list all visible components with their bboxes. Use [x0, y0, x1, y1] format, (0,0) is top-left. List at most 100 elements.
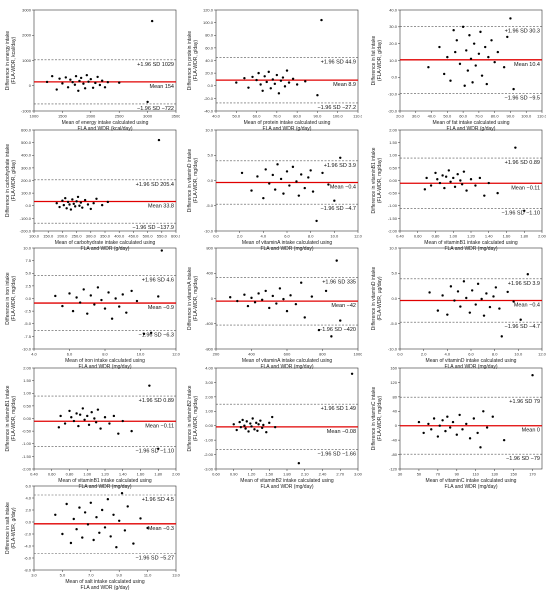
- x-tick-label: 550.0: [157, 234, 168, 239]
- data-point: [89, 207, 93, 211]
- y-tick-label: 200.0: [21, 178, 32, 183]
- data-point: [303, 186, 306, 190]
- data-point: [135, 299, 139, 303]
- data-point: [256, 175, 259, 178]
- data-point: [75, 200, 78, 203]
- data-point: [78, 204, 81, 207]
- data-point: [496, 191, 499, 195]
- mean-annotation: Mean −0.08: [327, 429, 356, 435]
- data-point: [488, 305, 492, 309]
- y-tick-label: -200.0: [20, 228, 32, 233]
- mean-annotation: Mean 10.4: [514, 62, 540, 68]
- data-point: [72, 202, 75, 206]
- x-tick-label: 2.0: [421, 352, 427, 357]
- data-point: [68, 203, 71, 206]
- y-tick-label: -1000: [21, 108, 32, 113]
- data-point: [260, 298, 264, 301]
- data-point: [265, 80, 268, 84]
- data-point: [465, 49, 468, 52]
- data-point: [271, 294, 274, 298]
- data-point: [45, 80, 49, 84]
- x-tick-label: 110: [473, 472, 480, 477]
- data-point: [117, 432, 120, 435]
- data-point: [460, 183, 464, 186]
- data-point: [73, 205, 77, 208]
- y-tick-label: 5.0: [391, 271, 397, 276]
- x-tick-label: 1.60: [503, 234, 512, 239]
- data-point: [83, 198, 87, 202]
- data-point: [76, 195, 80, 199]
- x-axis-label: Mean of vitaminB2 intake calculated usin…: [240, 478, 334, 484]
- y-tick-label: 10.0: [389, 245, 398, 250]
- mean-annotation: Mean −0.4: [330, 185, 356, 191]
- data-point: [320, 18, 323, 22]
- data-point: [449, 79, 452, 82]
- y-axis-label: Difference in carbohydrate intake: [5, 144, 11, 218]
- data-point: [121, 293, 124, 296]
- panel-vitamin-c: -120 -80 -40 0 40 80 120 160 30 50 70 90 110 130 150 17…: [371, 365, 543, 490]
- data-point: [98, 531, 101, 534]
- data-point: [442, 72, 446, 76]
- data-point: [92, 202, 95, 205]
- y-tick-label: 40.0: [205, 58, 214, 63]
- y-tick-label: 7.5: [25, 258, 31, 263]
- data-point: [249, 422, 252, 425]
- panel-iron: -10.0 -7.5 -5.0 -2.5 0.0 2.5 5.0 7.5 10.0 4.0 6.0 8…: [5, 245, 180, 370]
- data-point: [269, 87, 272, 90]
- y-tick-label: -0.50: [388, 191, 398, 196]
- x-tick-label: 0.90: [230, 472, 239, 477]
- data-point: [250, 189, 253, 192]
- data-point: [456, 290, 460, 293]
- x-tick-label: 10.0: [514, 352, 523, 357]
- data-point: [321, 171, 324, 175]
- data-point: [469, 178, 473, 181]
- x-axis-label: FLA and WDR (mg/day): [78, 364, 131, 370]
- data-point: [479, 30, 482, 34]
- x-tick-label: 8.0: [102, 352, 108, 357]
- x-tick-label: 12.0: [538, 352, 546, 357]
- upper-sd-annotation: +1.96 SD 1029: [137, 62, 174, 68]
- data-point: [494, 286, 498, 289]
- data-point: [251, 417, 254, 420]
- data-point: [316, 94, 319, 97]
- data-point: [512, 300, 515, 303]
- data-point: [250, 425, 253, 428]
- panel-vitamin-b2: -3.00 -2.00 -1.00 0.00 1.00 2.00 3.00 4.00 0.60 0…: [187, 365, 362, 490]
- data-point: [261, 89, 264, 93]
- x-tick-label: 350.0: [100, 234, 111, 239]
- data-point: [441, 174, 444, 177]
- panel-energy: -1000 0 1000 2000 3000 1000 1500 2000 2500 3000 35…: [5, 7, 180, 132]
- data-point: [485, 82, 488, 86]
- x-axis-label: FLA and WDR (mg/day): [260, 364, 313, 370]
- data-point: [282, 192, 285, 195]
- x-tick-label: 13.0: [172, 573, 180, 578]
- y-tick-label: 60.0: [205, 45, 214, 50]
- data-point: [474, 64, 477, 67]
- x-tick-label: 6.0: [284, 234, 290, 239]
- data-point: [85, 73, 89, 77]
- data-point: [78, 79, 81, 83]
- y-tick-label: -40.0: [204, 108, 214, 113]
- data-point: [273, 82, 277, 86]
- x-tick-label: 100.0: [333, 114, 344, 119]
- data-point: [89, 294, 93, 297]
- data-point: [436, 178, 439, 181]
- x-tick-label: 1500: [58, 114, 68, 119]
- x-tick-label: 1.40: [119, 472, 128, 477]
- y-axis-label: (FLA-WDR, mg/day): [377, 158, 383, 204]
- lower-sd-annotation: −1.96 SD −1.10: [135, 448, 174, 454]
- data-point: [63, 422, 67, 425]
- data-point: [468, 311, 472, 314]
- data-point: [256, 429, 259, 432]
- data-point: [339, 156, 342, 159]
- y-axis-label: Difference in protein intake: [187, 31, 193, 91]
- data-point: [493, 60, 496, 64]
- data-point: [57, 426, 61, 429]
- x-tick-label: 0.60: [414, 234, 423, 239]
- data-point: [423, 188, 427, 191]
- data-point: [247, 86, 250, 89]
- data-point: [78, 413, 82, 416]
- y-tick-label: -400: [205, 321, 214, 326]
- data-point: [509, 17, 512, 20]
- data-point: [96, 75, 99, 79]
